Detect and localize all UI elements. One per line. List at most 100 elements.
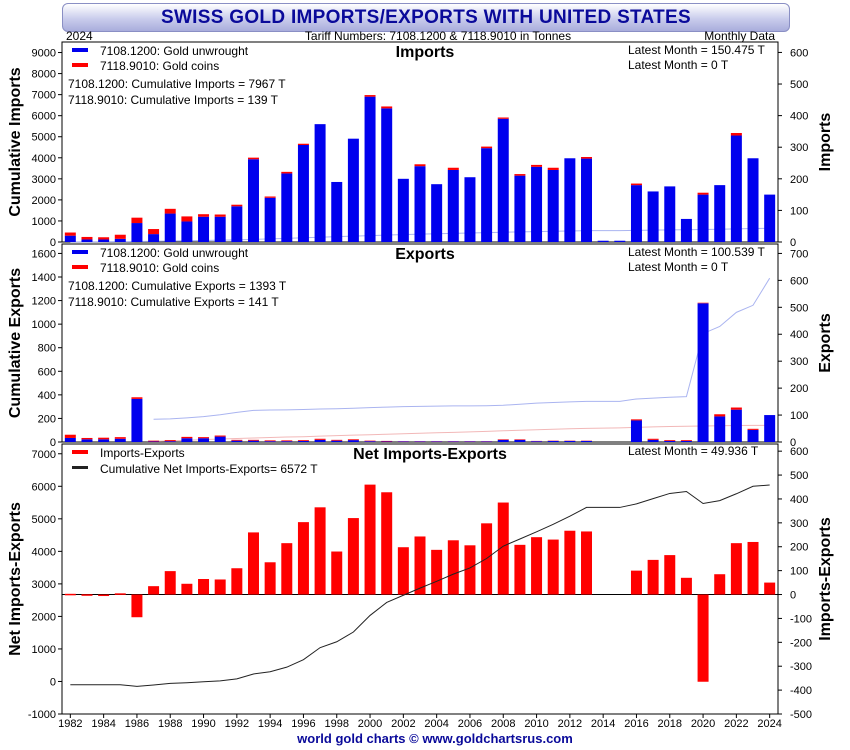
bar-coins xyxy=(364,440,376,442)
bar-coins xyxy=(697,192,709,195)
bar-unwrought xyxy=(364,96,376,243)
bar-coins xyxy=(581,157,593,159)
bar-coins xyxy=(497,117,509,119)
plot-area-2 xyxy=(61,243,779,443)
bar-unwrought xyxy=(481,441,493,442)
bar-unwrought xyxy=(597,240,609,242)
y-axis-label-left: Net Imports-Exports xyxy=(7,502,24,656)
bar-net xyxy=(181,583,193,595)
left-tick-label: 400 xyxy=(38,390,56,402)
x-tick-label: 2020 xyxy=(691,718,715,730)
panel-title: Net Imports-Exports xyxy=(353,446,507,463)
bar-unwrought xyxy=(614,240,626,242)
right-tick-label: 300 xyxy=(790,518,808,530)
bar-unwrought xyxy=(198,438,210,442)
bar-net xyxy=(347,518,359,595)
bar-coins xyxy=(297,440,309,441)
right-tick-label: 100 xyxy=(790,205,808,217)
bar-coins xyxy=(214,435,226,437)
bar-unwrought xyxy=(447,169,459,242)
x-tick-label: 1982 xyxy=(58,718,82,730)
bar-coins xyxy=(131,397,143,399)
bar-unwrought xyxy=(397,178,409,242)
right-tick-label: 400 xyxy=(790,494,808,506)
bar-unwrought xyxy=(381,108,393,242)
x-tick-label: 2022 xyxy=(724,718,748,730)
bar-unwrought xyxy=(347,138,359,242)
bar-unwrought xyxy=(297,145,309,242)
bar-unwrought xyxy=(214,436,226,442)
right-tick-label: 500 xyxy=(790,302,808,314)
x-tick-label: 2006 xyxy=(458,718,482,730)
bar-net xyxy=(464,545,476,595)
bar-unwrought xyxy=(547,440,559,442)
bar-coins xyxy=(214,214,226,217)
x-tick-label: 2018 xyxy=(658,718,682,730)
bar-coins xyxy=(264,196,276,198)
bar-net xyxy=(547,539,559,595)
bar-unwrought xyxy=(414,166,426,242)
left-tick-label: 5000 xyxy=(32,514,56,526)
panel-2: 0 200 400 600 800 1000 1200 1400 1600 0 100 200 300 4… xyxy=(7,243,834,449)
bar-net xyxy=(214,579,226,595)
left-tick-label: 3000 xyxy=(32,579,56,591)
y-axis-label-left: Cumulative Exports xyxy=(7,268,24,418)
cumulative-note-1: 7108.1200: Cumulative Exports = 1393 T xyxy=(68,279,287,293)
bar-unwrought xyxy=(497,439,509,442)
bar-net xyxy=(514,544,526,595)
right-tick-label: 600 xyxy=(790,446,808,458)
bar-coins xyxy=(114,234,126,239)
bar-coins xyxy=(281,440,293,442)
bar-unwrought xyxy=(281,441,293,442)
bar-coins xyxy=(81,437,93,440)
latest-month-net: Latest Month = 49.936 T xyxy=(628,444,759,458)
bar-unwrought xyxy=(481,148,493,242)
x-tick-label: 1990 xyxy=(191,718,215,730)
left-tick-label: 0 xyxy=(50,676,56,688)
bar-unwrought xyxy=(431,184,443,242)
bar-unwrought xyxy=(181,438,193,442)
bar-net xyxy=(414,536,426,595)
left-tick-label: 5000 xyxy=(32,132,56,144)
bar-coins xyxy=(381,106,393,109)
left-tick-label: -1000 xyxy=(28,709,56,721)
legend-swatch-coins xyxy=(72,63,88,67)
bar-unwrought xyxy=(381,441,393,442)
bar-coins xyxy=(697,302,709,304)
bar-coins xyxy=(547,167,559,170)
right-tick-label: 200 xyxy=(790,174,808,186)
bar-unwrought xyxy=(148,234,160,242)
bar-unwrought xyxy=(131,223,143,242)
bar-unwrought xyxy=(630,185,642,242)
bar-unwrought xyxy=(181,221,193,242)
right-tick-label: -300 xyxy=(790,661,812,673)
bar-net xyxy=(364,484,376,595)
bar-coins xyxy=(148,229,160,235)
bar-unwrought xyxy=(231,206,243,242)
bar-unwrought xyxy=(747,158,759,242)
bar-coins xyxy=(630,183,642,186)
legend-swatch-unwrought xyxy=(72,250,88,254)
bar-unwrought xyxy=(714,185,726,242)
bar-unwrought xyxy=(148,441,160,442)
bar-unwrought xyxy=(347,440,359,442)
bar-unwrought xyxy=(497,118,509,242)
bar-net xyxy=(581,531,593,595)
bar-net xyxy=(531,537,543,595)
bar-coins xyxy=(131,217,143,224)
bar-unwrought xyxy=(314,439,326,442)
tariff-label: Tariff Numbers: 7108.1200 & 7118.9010 in… xyxy=(305,29,571,43)
bar-coins xyxy=(747,428,759,430)
bar-net xyxy=(131,594,143,618)
left-tick-label: 600 xyxy=(38,366,56,378)
bar-unwrought xyxy=(431,441,443,442)
bar-net xyxy=(730,543,742,595)
bar-unwrought xyxy=(164,213,176,242)
bar-unwrought xyxy=(764,415,776,442)
bar-coins xyxy=(531,164,543,167)
right-tick-label: 0 xyxy=(790,590,796,602)
x-tick-label: 1988 xyxy=(158,718,182,730)
bar-net xyxy=(98,594,110,597)
right-tick-label: 700 xyxy=(790,248,808,260)
bar-coins xyxy=(314,438,326,440)
